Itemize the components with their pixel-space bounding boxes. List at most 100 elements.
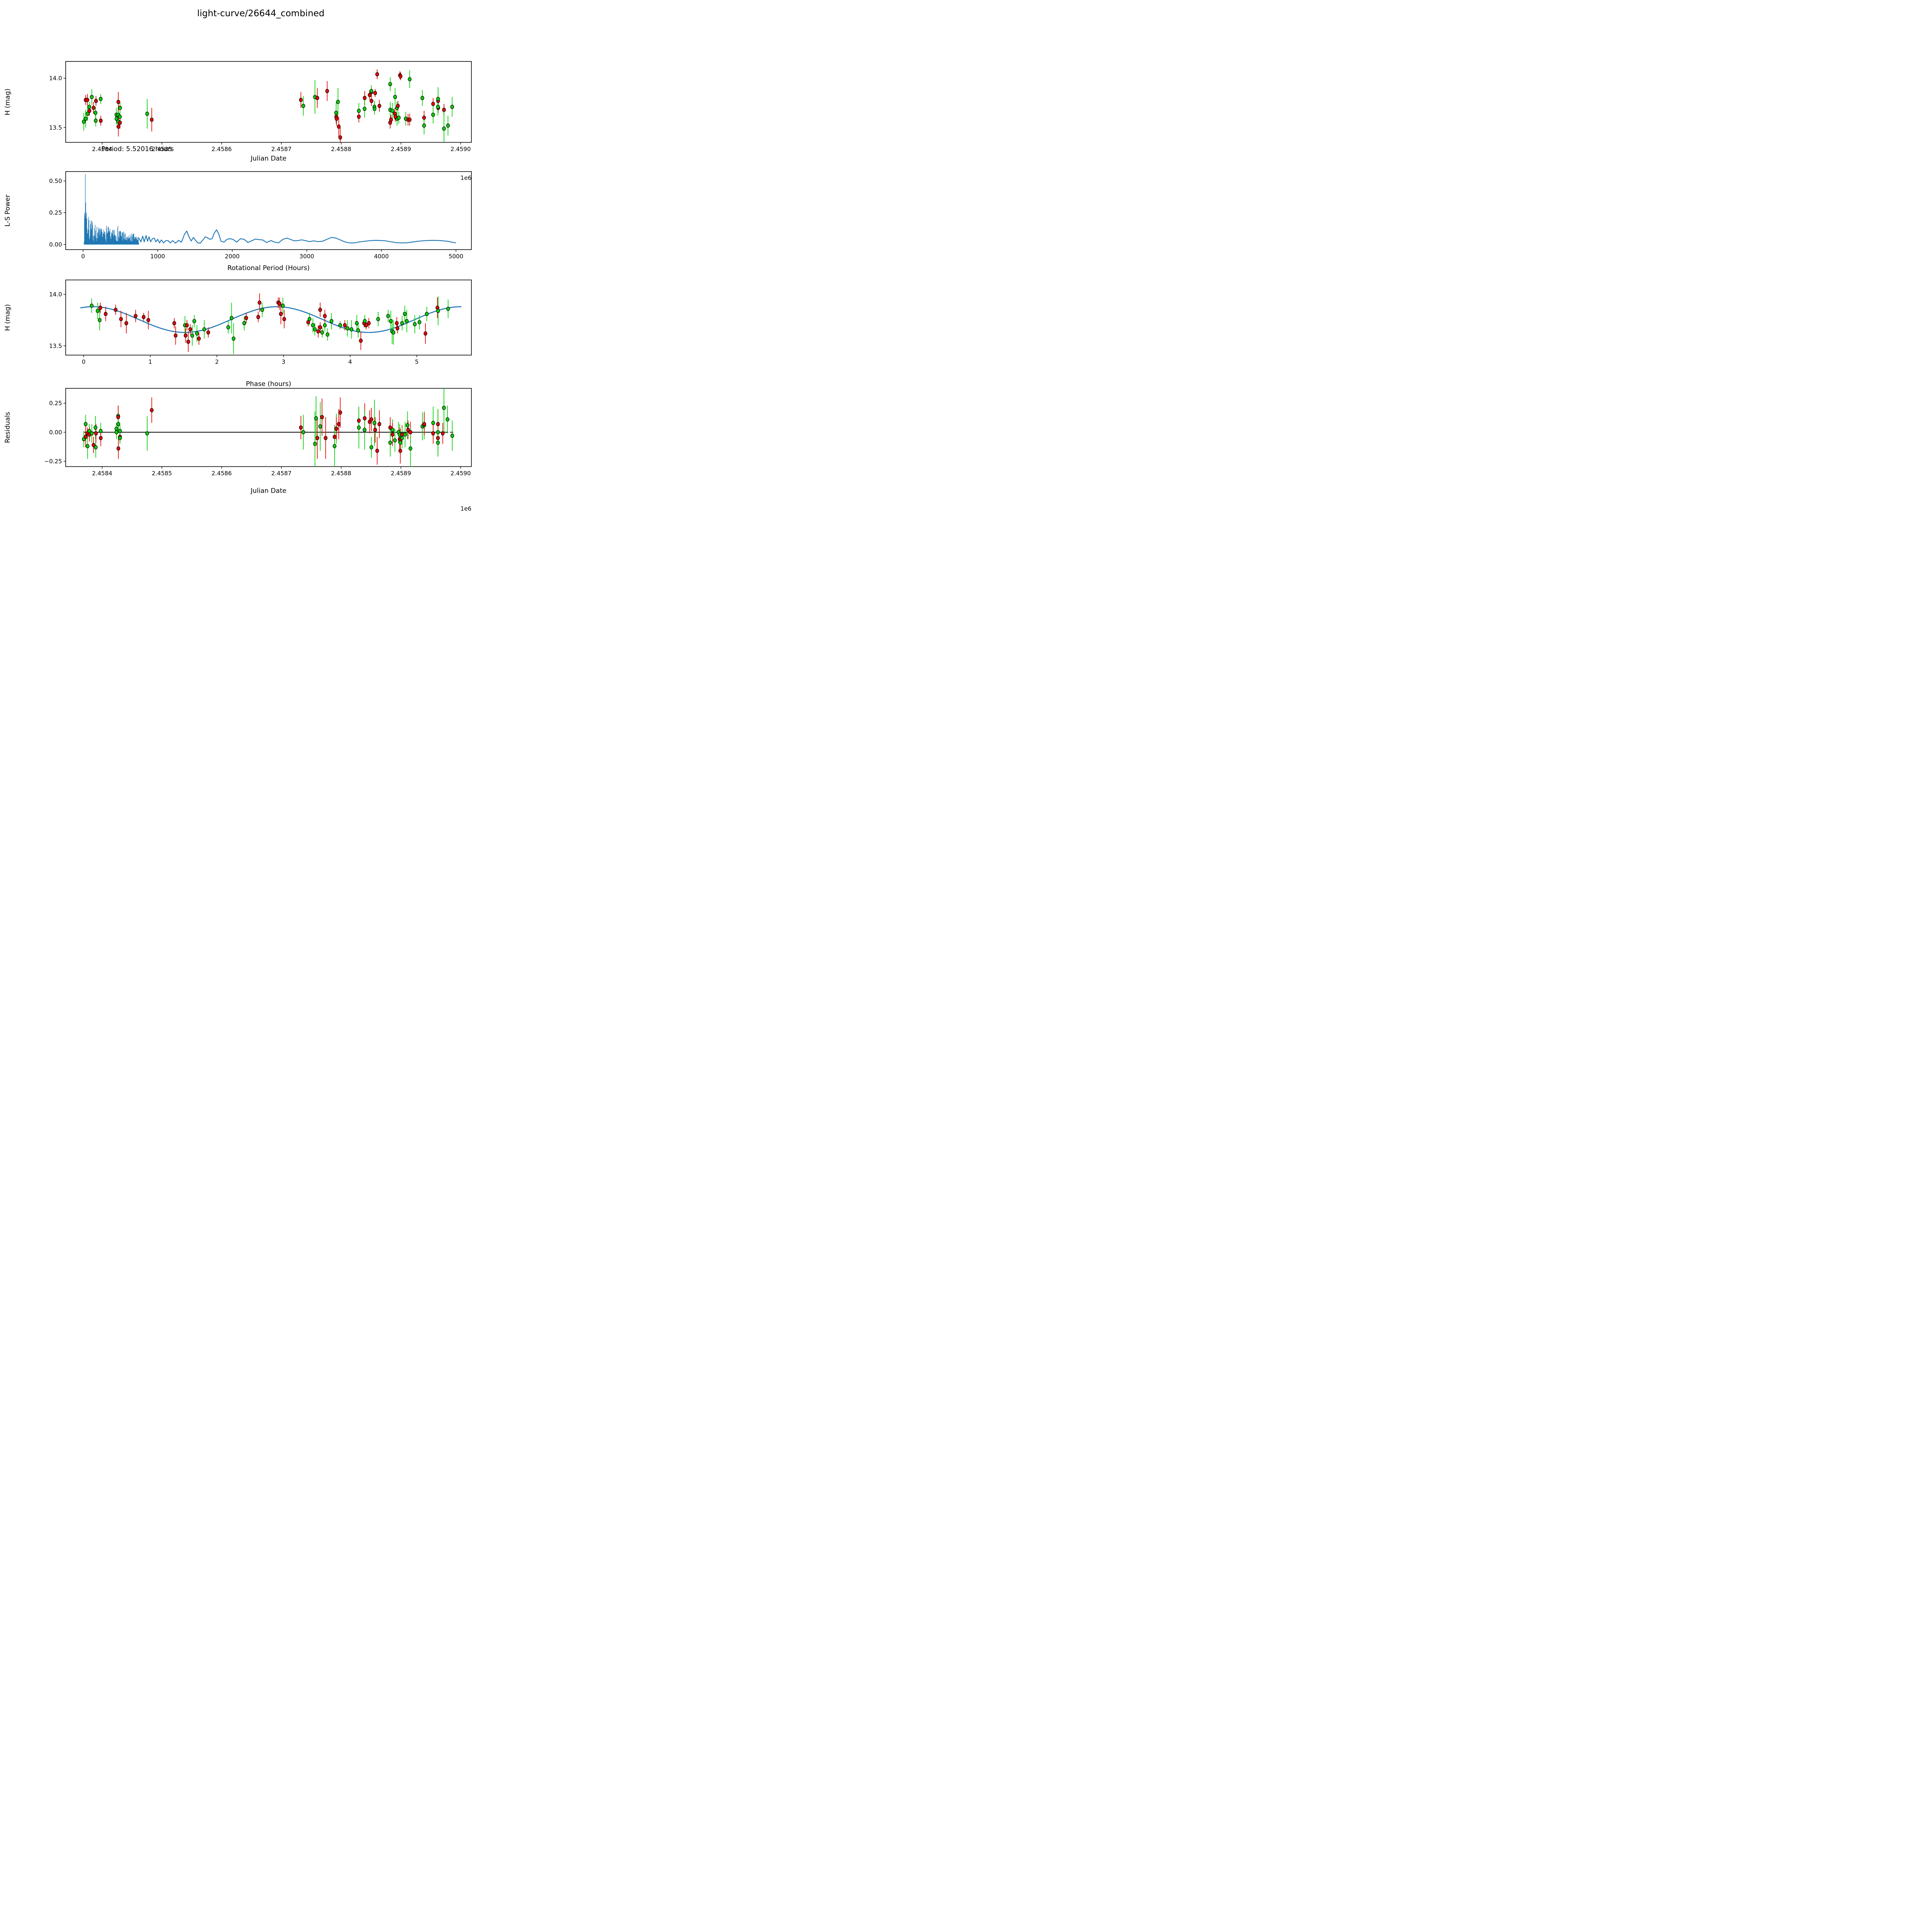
data-marker — [425, 312, 429, 316]
data-marker — [172, 321, 176, 325]
panel-phase-folded: 0 1 2 3 4 5 13.5 14.0 H (mag) Phase (hours) — [4, 279, 472, 388]
y-axis-label: H (mag) — [4, 88, 12, 115]
data-marker — [318, 308, 322, 312]
data-marker — [431, 431, 435, 435]
x-tick-label: 2 — [215, 359, 219, 366]
data-marker — [119, 317, 123, 321]
data-marker — [85, 444, 90, 449]
data-marker — [190, 333, 194, 338]
data-marker — [333, 444, 337, 449]
data-marker — [315, 436, 319, 440]
data-marker — [436, 309, 440, 313]
panel-residuals: 2.4584 2.4585 2.4586 2.4587 2.4588 2.4589 2.45… — [4, 388, 472, 512]
data-marker — [334, 111, 338, 115]
data-marker — [301, 430, 305, 434]
data-marker — [356, 328, 360, 333]
data-marker — [405, 319, 409, 323]
data-marker — [320, 330, 324, 335]
y-tick-label: 13.5 — [49, 342, 62, 349]
y-axis-label: Residuals — [4, 412, 12, 443]
data-marker — [355, 321, 359, 325]
period-annotation: Period: 5.52016 hours — [101, 145, 174, 153]
panel-periodogram: 0 1000 2000 3000 4000 5000 0.00 0.25 0.50 L-S Pow… — [4, 171, 472, 272]
data-marker — [436, 440, 440, 445]
data-marker — [116, 422, 121, 426]
data-marker — [373, 428, 377, 432]
x-tick-label: 0 — [82, 359, 86, 366]
data-marker — [442, 126, 446, 131]
data-marker — [403, 432, 407, 437]
data-marker — [338, 323, 342, 328]
x-tick-label: 2.4584 — [92, 470, 112, 477]
data-marker — [436, 436, 440, 440]
data-marker — [406, 428, 410, 432]
data-marker — [320, 415, 324, 419]
smooth-curve — [138, 229, 456, 244]
data-marker — [185, 323, 189, 328]
data-marker — [94, 445, 98, 450]
data-marker — [325, 332, 330, 337]
data-marker — [231, 336, 236, 341]
data-marker — [195, 331, 199, 336]
data-marker — [335, 116, 338, 121]
data-marker — [118, 429, 122, 433]
data-marker — [260, 308, 264, 312]
figure-title: light-curve/26644_combined — [197, 9, 325, 19]
x-tick-label: 0 — [81, 253, 85, 260]
data-marker — [436, 422, 440, 426]
data-marker — [422, 123, 426, 128]
x-tick-label: 2.4589 — [391, 470, 411, 477]
data-marker — [257, 300, 262, 305]
figure-canvas: light-curve/26644_combined 2.4584 2.4585 2… — [0, 0, 522, 522]
data-marker — [94, 111, 97, 115]
x-tick-label: 2.4589 — [391, 146, 411, 153]
x-tick-label: 5000 — [449, 253, 463, 260]
data-points — [82, 388, 454, 467]
data-marker — [372, 107, 377, 111]
y-tick-label: 14.0 — [49, 75, 62, 82]
x-axis-label: Phase (hours) — [246, 380, 291, 388]
data-marker — [116, 100, 121, 104]
data-marker — [118, 114, 122, 119]
data-marker — [357, 109, 361, 113]
y-tick-label: 0.50 — [49, 178, 62, 185]
data-marker — [363, 319, 367, 323]
data-marker — [388, 440, 392, 445]
data-marker — [389, 319, 393, 323]
y-axis-label: H (mag) — [4, 304, 12, 331]
data-marker — [279, 312, 283, 316]
data-marker — [184, 333, 188, 338]
data-marker — [442, 406, 446, 410]
data-marker — [99, 118, 103, 123]
data-marker — [378, 104, 381, 108]
data-marker — [357, 418, 361, 423]
data-marker — [323, 436, 328, 440]
data-marker — [373, 91, 377, 95]
y-tick-label: 0.25 — [49, 400, 62, 407]
data-marker — [397, 116, 401, 120]
data-marker — [389, 117, 393, 122]
data-marker — [436, 105, 440, 109]
data-marker — [440, 431, 445, 435]
data-marker — [357, 114, 361, 119]
data-marker — [431, 112, 435, 117]
data-marker — [90, 303, 94, 308]
data-marker — [337, 422, 341, 426]
data-marker — [145, 431, 149, 435]
data-marker — [118, 121, 122, 125]
data-marker — [87, 105, 91, 109]
data-marker — [386, 314, 390, 318]
data-marker — [436, 97, 440, 101]
x-tick-label: 4000 — [374, 253, 389, 260]
data-marker — [431, 421, 435, 425]
data-marker — [145, 112, 149, 116]
data-marker — [345, 326, 350, 331]
data-marker — [393, 438, 397, 442]
data-marker — [408, 117, 412, 122]
data-marker — [230, 316, 234, 320]
data-marker — [367, 321, 371, 325]
data-marker — [244, 316, 248, 320]
data-marker — [150, 408, 154, 412]
data-marker — [367, 93, 372, 97]
data-marker — [338, 135, 342, 140]
